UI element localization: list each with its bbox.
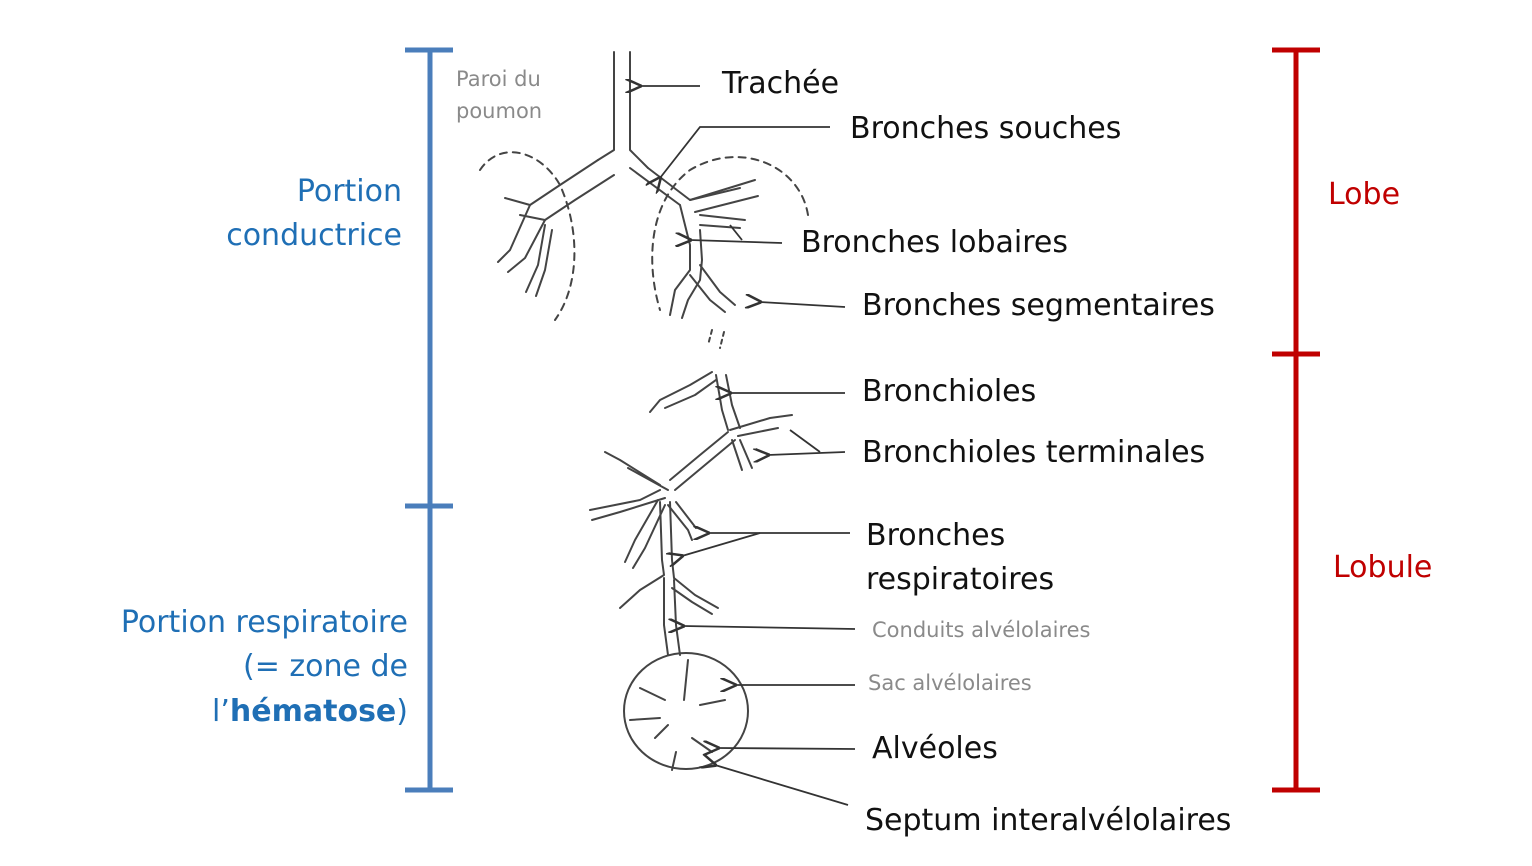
hematose-suffix: ) [396,693,408,729]
label-bronches-souches: Bronches souches [850,111,1122,146]
portion-respiratoire-line-3: l’hématose) [121,690,408,734]
label-alveoles: Alvéoles [872,731,998,766]
wall-label-line-2: poumon [456,99,543,123]
lobule-label: Lobule [1333,550,1433,585]
label-sac: Sac alvélolaires [868,671,1032,695]
portion-conductrice-line-2: conductrice [226,218,402,254]
label-septum: Septum interalvélolaires [865,803,1232,838]
portion-respiratoire-line-2: (= zone de [243,649,408,685]
label-trachee: Trachée [722,66,840,101]
portion-respiratoire-line-1: Portion respiratoire [120,605,408,640]
portion-conductrice-label: Portion conductrice [226,170,402,259]
portion-respiratoire-label: Portion respiratoire (= zone de l’hémato… [121,601,408,734]
label-conduits: Conduits alvélolaires [872,618,1091,642]
label-bronchioles-terminales: Bronchioles terminales [862,435,1206,470]
label-bronches-segmentaires: Bronches segmentaires [862,288,1215,323]
hematose-bold: hématose [229,693,397,729]
label-bronches-respiratoires-2: respiratoires [866,562,1055,597]
label-bronchioles: Bronchioles [862,374,1037,409]
portion-conductrice-line-1: Portion [296,174,402,209]
label-bronches-respiratoires-1: Bronches [866,518,1006,553]
hematose-prefix: l’ [212,693,230,729]
wall-label-line-1: Paroi du [456,67,541,91]
label-bronches-lobaires: Bronches lobaires [801,225,1068,260]
lobe-label: Lobe [1328,177,1401,212]
lobe-bracket [1272,47,1320,793]
